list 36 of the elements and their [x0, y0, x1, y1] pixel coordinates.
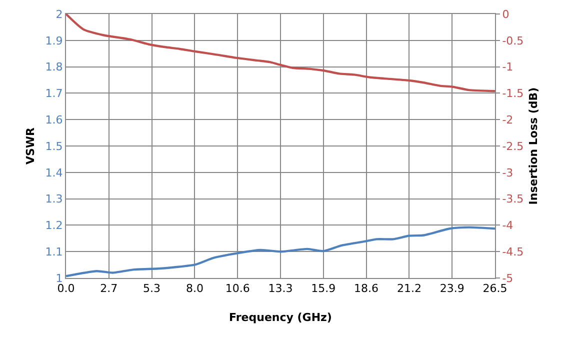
y2-tick-label: -1	[502, 60, 514, 74]
x-tick-label: 18.6	[354, 282, 379, 296]
y-tick-label: 1.6	[45, 113, 63, 126]
x-tick-label: 15.9	[311, 282, 336, 296]
y2-tick-label: -4.5	[502, 245, 524, 258]
x-tick-label: 26.5	[482, 282, 508, 296]
y-tick-label: 1.3	[45, 192, 63, 206]
y-tick-label: 1.8	[45, 60, 63, 74]
y2-tick-label: -4	[502, 219, 514, 232]
y-tick-label: 1.4	[45, 166, 63, 180]
x-tick-label: 0.0	[57, 282, 75, 296]
y2-axis-title: Insertion Loss (dB)	[526, 87, 540, 205]
x-tick-label: 21.2	[396, 282, 422, 296]
y-axis-title: VSWR	[24, 126, 37, 165]
y-tick-label: 1.7	[45, 87, 63, 100]
x-tick-label: 10.6	[225, 282, 250, 296]
y2-tick-label: -2.5	[502, 140, 524, 153]
x-tick-label: 5.3	[143, 282, 161, 296]
y2-tick-label: -0.5	[502, 34, 524, 48]
y2-tick-label: -5	[502, 272, 514, 285]
y-tick-label: 1.1	[45, 245, 63, 258]
y-tick-label: 1.2	[45, 219, 63, 232]
y-tick-label: 1.5	[45, 140, 63, 153]
x-tick-label: 2.7	[100, 282, 118, 296]
x-tick-label: 13.3	[268, 282, 293, 296]
y2-tick-label: -3.5	[502, 192, 524, 206]
x-tick-label: 23.9	[440, 282, 464, 296]
x-tick-label: 8.0	[186, 282, 204, 296]
y2-tick-label: 0	[502, 8, 510, 21]
y-tick-label: 2	[56, 8, 63, 21]
y2-tick-label: -3	[502, 166, 514, 180]
y2-tick-label: -2	[502, 113, 514, 126]
y-tick-label: 1.9	[45, 34, 63, 48]
y2-tick-label: -1.5	[502, 87, 524, 100]
y-tick-label: 1	[56, 272, 63, 285]
x-axis-title: Frequency (GHz)	[229, 311, 332, 324]
